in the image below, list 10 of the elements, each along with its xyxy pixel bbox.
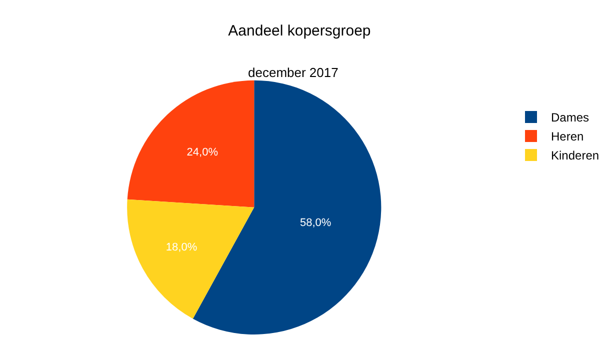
pie-slice: [127, 199, 254, 319]
chart-subtitle: december 2017: [248, 65, 338, 80]
legend-label: Kinderen: [551, 148, 600, 163]
pie-slice: [127, 80, 254, 208]
data-label: 24,0%: [186, 146, 218, 158]
chart-title: Aandeel kopersgroep: [228, 22, 371, 40]
legend-label: Dames: [551, 110, 590, 125]
legend-label: Heren: [551, 130, 584, 144]
data-label: 58,0%: [300, 217, 332, 230]
data-label: 18,0%: [166, 241, 198, 254]
